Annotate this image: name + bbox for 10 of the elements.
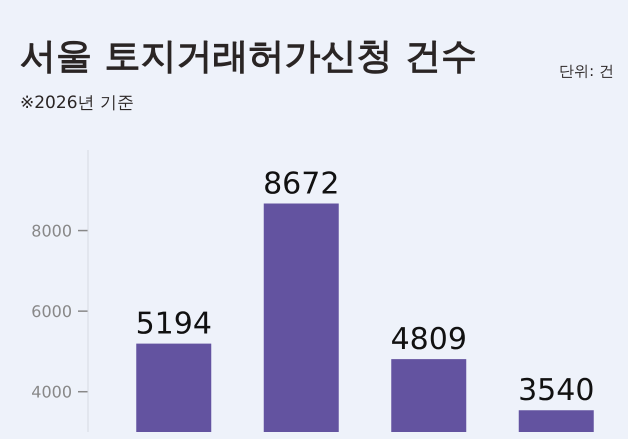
y-tick-label: 8000 (31, 222, 72, 241)
y-tick-label: 6000 (31, 302, 72, 322)
data-label: 4809 (390, 322, 467, 358)
data-label: 5194 (136, 306, 212, 342)
text: 단위: 건 (559, 62, 614, 80)
data-label: 3540 (518, 373, 594, 408)
chart-title: 서울 토지거래허가신청 건수 (20, 36, 478, 77)
y-tick-label: 4000 (31, 382, 72, 402)
data-label: 8672 (263, 166, 340, 202)
chart-subtitle: ※2026년 기준 (20, 93, 134, 113)
